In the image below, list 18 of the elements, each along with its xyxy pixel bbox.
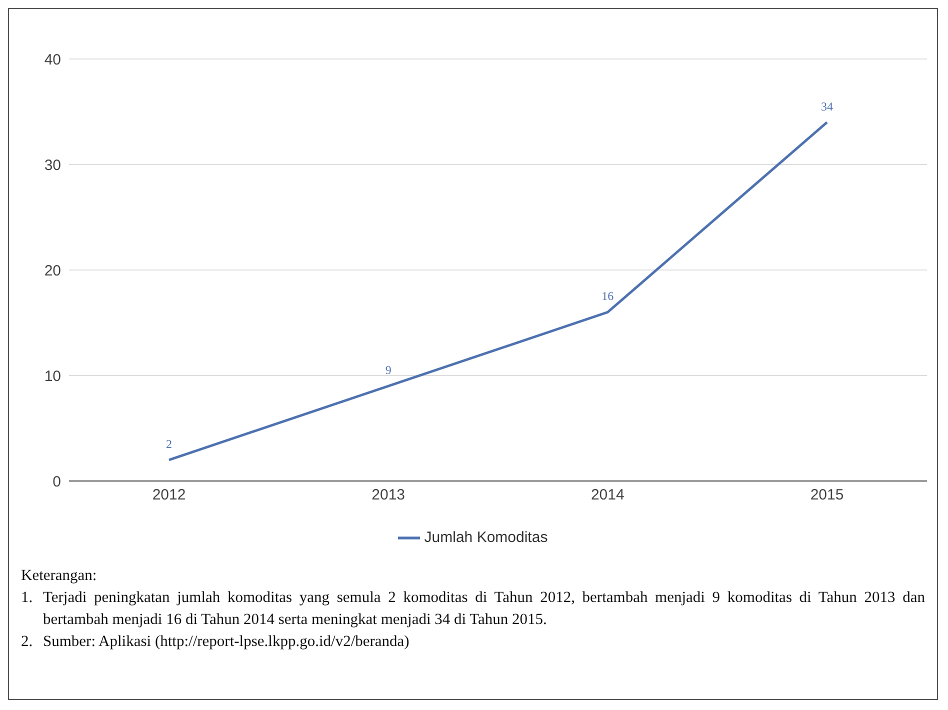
data-label: 9: [385, 363, 392, 378]
x-tick-label: 2013: [372, 486, 406, 504]
y-tick-label: 10: [44, 368, 61, 385]
text: 2. Sumber: Aplikasi (http://report-lpse.lkpp.go.id/v2/beranda): [21, 632, 410, 652]
data-label: 16: [602, 289, 614, 304]
y-tick-label: 30: [44, 156, 61, 174]
x-tick-label: 2015: [810, 486, 844, 504]
data-label: 34: [821, 99, 833, 114]
y-tick-label: 20: [44, 262, 61, 280]
data-label: 2: [166, 436, 172, 451]
text: Keterangan:: [21, 566, 98, 586]
text: 1. Terjadi peningkatan jumlah komoditas yang semula 2 komoditas di Tahun 2012, bertambah menjadi 9 komoditas di Tahun 2013 dan bertambah menjadi 16 di Tahun 2014 serta meningkat menjadi 34 di Tahun 2015.: [21, 588, 925, 630]
legend-label: Jumlah Komoditas: [424, 528, 548, 546]
x-tick-label: 2014: [590, 486, 624, 504]
line-series: [168, 121, 828, 462]
x-tick-label: 2012: [152, 486, 186, 504]
y-tick-label: 40: [44, 51, 61, 68]
y-tick-label: 0: [52, 473, 61, 490]
